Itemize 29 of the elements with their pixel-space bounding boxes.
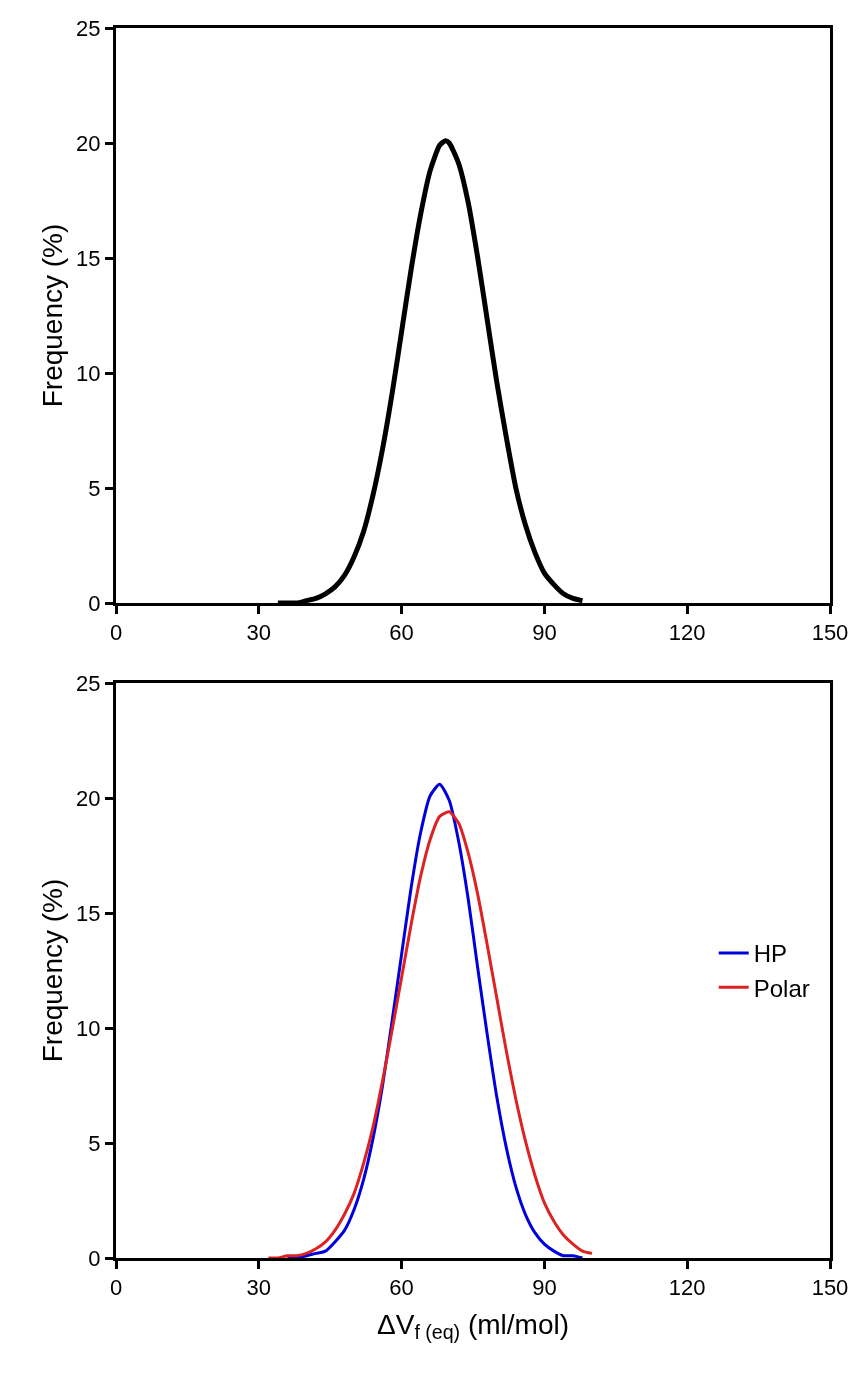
y-tick-label: 15 — [76, 245, 101, 271]
y-tick-label: 15 — [76, 900, 101, 926]
legend-label: Polar — [753, 974, 810, 1002]
x-tick-label: 60 — [389, 620, 414, 646]
y-tick-label: 20 — [76, 130, 101, 156]
y-tick-label: 25 — [76, 15, 101, 41]
y-axis-title: Frequency (%) — [36, 878, 68, 1063]
x-tick-label: 0 — [109, 1275, 123, 1301]
y-tick-label: 25 — [76, 670, 101, 696]
legend-label: HP — [753, 940, 788, 968]
x-tick-label: 150 — [811, 620, 849, 646]
y-tick-label: 10 — [76, 1015, 101, 1041]
x-tick-label: 120 — [668, 620, 706, 646]
y-tick-label: 10 — [76, 360, 101, 386]
x-tick-label: 30 — [246, 620, 272, 646]
x-tick-label: 0 — [109, 620, 123, 646]
y-tick-label: 5 — [88, 1130, 101, 1156]
x-tick-label: 60 — [389, 1275, 414, 1301]
x-tick-label: 30 — [246, 1275, 272, 1301]
x-tick-label: 90 — [532, 620, 557, 646]
x-tick-label: 90 — [532, 1275, 557, 1301]
y-tick-label: 0 — [88, 590, 101, 616]
y-axis-title: Frequency (%) — [36, 223, 68, 408]
y-tick-label: 0 — [88, 1245, 101, 1271]
x-tick-label: 150 — [811, 1275, 849, 1301]
y-tick-label: 5 — [88, 475, 101, 501]
x-axis-title: ΔV$_{f (eq)}$ (ml/mol) — [377, 1308, 569, 1344]
y-tick-label: 20 — [76, 785, 101, 811]
x-tick-label: 120 — [668, 1275, 706, 1301]
